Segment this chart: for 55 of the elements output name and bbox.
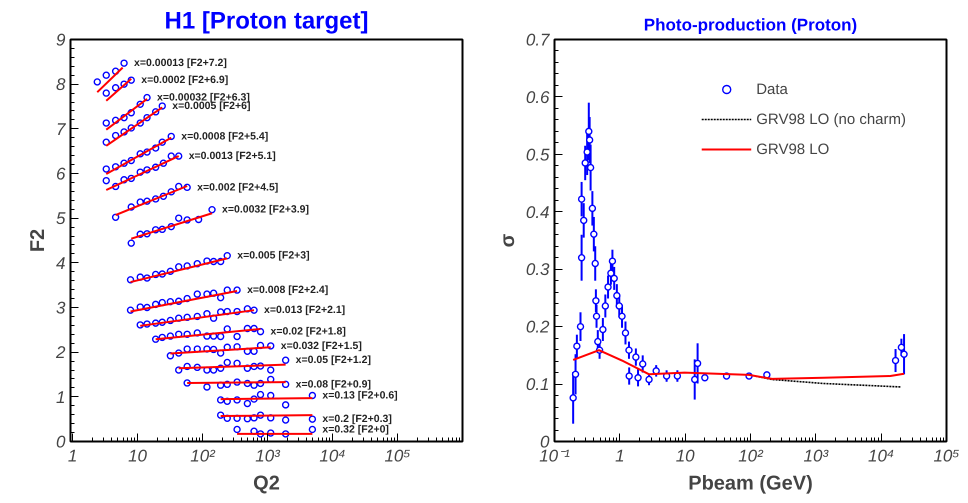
y-tick-label: 5 [56, 209, 66, 228]
series-label: x=0.13 [F2+0.6] [322, 389, 398, 402]
x-tick-label: 10⁵ [384, 446, 411, 466]
x-tick-label: 10 [676, 446, 696, 466]
y-tick-label: 9 [56, 30, 66, 50]
series-label: x=0.05 [F2+1.2] [296, 354, 371, 366]
legend-label: GRV98 LO [756, 140, 830, 158]
x-tick-label: 10⁴ [868, 446, 894, 466]
series-label: x=0.08 [F2+0.9] [296, 378, 371, 390]
series-label: x=0.008 [F2+2.4] [247, 284, 328, 296]
series-label: x=0.032 [F2+1.5] [280, 340, 362, 352]
x-tick-label: 1 [615, 446, 625, 466]
y-tick-label: 0.7 [526, 30, 550, 50]
series-label: x=0.02 [F2+1.8] [270, 326, 346, 338]
y-tick-label: 0 [56, 432, 66, 452]
x-tick-label: 10⁻¹ [539, 446, 570, 466]
x-axis-title: Q2 [253, 472, 280, 494]
x-tick-label: 10² [738, 446, 764, 466]
y-tick-label: 4 [56, 254, 66, 273]
legend-label: GRV98 LO (no charm) [756, 110, 906, 128]
series-label: x=0.0032 [F2+3.9] [222, 204, 310, 216]
y-tick-label: 0.5 [526, 145, 550, 164]
y-tick-label: 1 [56, 388, 66, 407]
y-tick-label: 0.4 [526, 202, 550, 222]
chart-title: Photo-production (Proton) [644, 16, 858, 34]
series-label: x=0.32 [F2+0] [322, 423, 389, 436]
series-label: x=0.0005 [F2+6] [172, 100, 250, 112]
y-tick-label: 6 [56, 164, 66, 184]
x-tick-label: 10³ [255, 446, 282, 466]
x-tick-label: 10 [128, 446, 148, 466]
x-tick-label: 10⁵ [933, 446, 960, 466]
series-label: x=0.0008 [F2+5.4] [181, 130, 268, 142]
series-label: x=0.0002 [F2+6.9] [141, 74, 228, 86]
x-tick-label: 10² [190, 446, 216, 466]
x-tick-label: 10³ [804, 446, 830, 466]
y-tick-label: 2 [55, 343, 66, 362]
series-label: x=0.013 [F2+2.1] [264, 304, 346, 316]
series-label: x=0.00013 [F2+7.2] [134, 57, 227, 70]
series-label: x=0.002 [F2+4.5] [197, 181, 278, 194]
y-tick-label: 3 [56, 298, 66, 318]
y-tick-label: 0.6 [526, 88, 550, 107]
series-label: x=0.2 [F2+0.3] [322, 413, 392, 426]
y-tick-label: 0.2 [526, 318, 550, 337]
y-tick-label: 0.3 [526, 260, 550, 280]
legend-label: Data [756, 80, 788, 98]
x-tick-label: 10⁴ [319, 446, 346, 466]
series-label: x=0.005 [F2+3] [237, 250, 310, 262]
y-axis-title: F2 [27, 228, 50, 252]
y-tick-label: 7 [56, 120, 66, 139]
series-label: x=0.0013 [F2+5.1] [188, 150, 276, 162]
y-tick-label: 8 [56, 75, 66, 94]
y-tick-label: 0.1 [526, 375, 550, 394]
y-axis-title: σ [496, 233, 519, 248]
x-axis-title: Pbeam (GeV) [688, 472, 813, 494]
chart-title: H1 [Proton target] [164, 8, 368, 34]
